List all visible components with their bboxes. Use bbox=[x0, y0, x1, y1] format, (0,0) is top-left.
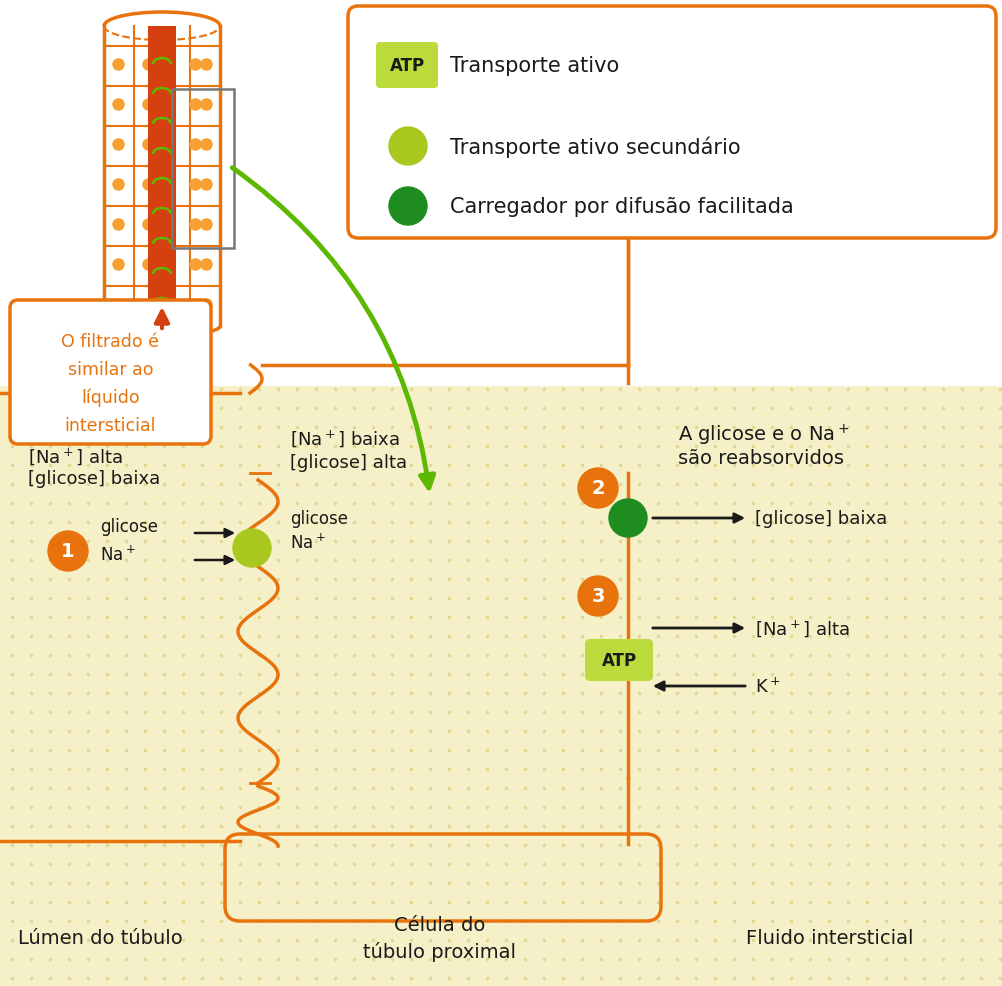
Text: líquido: líquido bbox=[81, 388, 139, 407]
Text: [glicose] alta: [glicose] alta bbox=[290, 454, 407, 471]
FancyBboxPatch shape bbox=[348, 7, 995, 239]
Text: Transporte ativo: Transporte ativo bbox=[450, 56, 618, 76]
Text: similar ao: similar ao bbox=[68, 361, 153, 379]
FancyBboxPatch shape bbox=[376, 43, 438, 89]
Text: Na$^+$: Na$^+$ bbox=[100, 545, 135, 564]
Text: K$^+$: K$^+$ bbox=[755, 676, 780, 696]
Text: Célula do
túbulo proximal: Célula do túbulo proximal bbox=[363, 915, 516, 960]
FancyBboxPatch shape bbox=[10, 301, 210, 445]
Text: Na$^+$: Na$^+$ bbox=[290, 532, 326, 552]
Text: Transporte ativo secundário: Transporte ativo secundário bbox=[450, 136, 739, 158]
Text: Carregador por difusão facilitada: Carregador por difusão facilitada bbox=[450, 197, 793, 217]
Text: [glicose] baixa: [glicose] baixa bbox=[755, 510, 887, 528]
Circle shape bbox=[48, 531, 88, 572]
Text: intersticial: intersticial bbox=[65, 416, 156, 435]
Text: 3: 3 bbox=[590, 587, 604, 605]
Text: [Na$^+$] baixa: [Na$^+$] baixa bbox=[290, 428, 400, 449]
Circle shape bbox=[608, 500, 646, 537]
Text: glicose: glicose bbox=[290, 510, 348, 528]
Text: são reabsorvidos: são reabsorvidos bbox=[677, 449, 843, 468]
Circle shape bbox=[577, 468, 617, 509]
Text: [glicose] baixa: [glicose] baixa bbox=[28, 469, 160, 487]
Circle shape bbox=[232, 529, 271, 567]
Text: [Na$^+$] alta: [Na$^+$] alta bbox=[28, 446, 123, 467]
Text: 2: 2 bbox=[590, 479, 604, 498]
Bar bbox=[148, 27, 175, 326]
Text: glicose: glicose bbox=[100, 518, 158, 535]
Bar bbox=[0, 387, 1002, 986]
Text: O filtrado é: O filtrado é bbox=[61, 332, 159, 351]
Circle shape bbox=[389, 187, 427, 226]
FancyBboxPatch shape bbox=[584, 639, 652, 681]
Text: ATP: ATP bbox=[601, 652, 636, 669]
Text: [Na$^+$] alta: [Na$^+$] alta bbox=[755, 618, 849, 639]
Circle shape bbox=[577, 577, 617, 616]
Text: A glicose e o Na$^+$: A glicose e o Na$^+$ bbox=[677, 422, 849, 448]
FancyArrowPatch shape bbox=[232, 169, 433, 488]
Circle shape bbox=[389, 128, 427, 166]
Text: ATP: ATP bbox=[389, 57, 424, 75]
Text: Fluido intersticial: Fluido intersticial bbox=[745, 929, 913, 948]
Text: 1: 1 bbox=[61, 542, 75, 561]
Text: Lúmen do túbulo: Lúmen do túbulo bbox=[18, 929, 182, 948]
